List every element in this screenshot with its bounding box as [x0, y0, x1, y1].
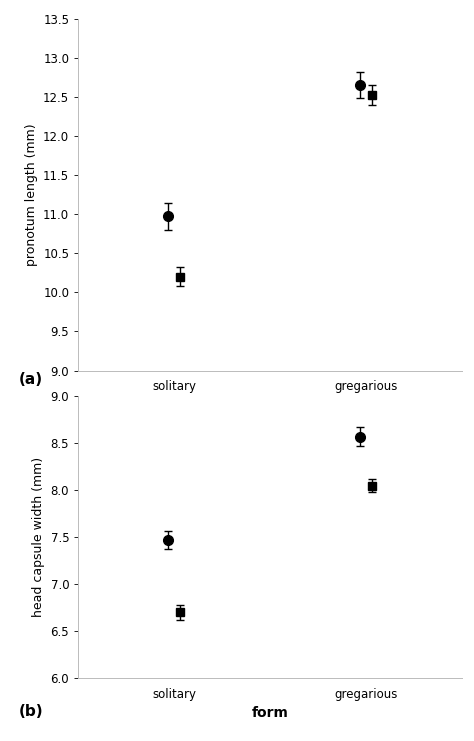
X-axis label: form: form [252, 399, 289, 413]
Text: (a): (a) [19, 372, 43, 388]
Y-axis label: pronotum length (mm): pronotum length (mm) [25, 123, 37, 266]
Y-axis label: head capsule width (mm): head capsule width (mm) [32, 457, 45, 617]
Text: (b): (b) [19, 704, 44, 719]
X-axis label: form: form [252, 706, 289, 720]
